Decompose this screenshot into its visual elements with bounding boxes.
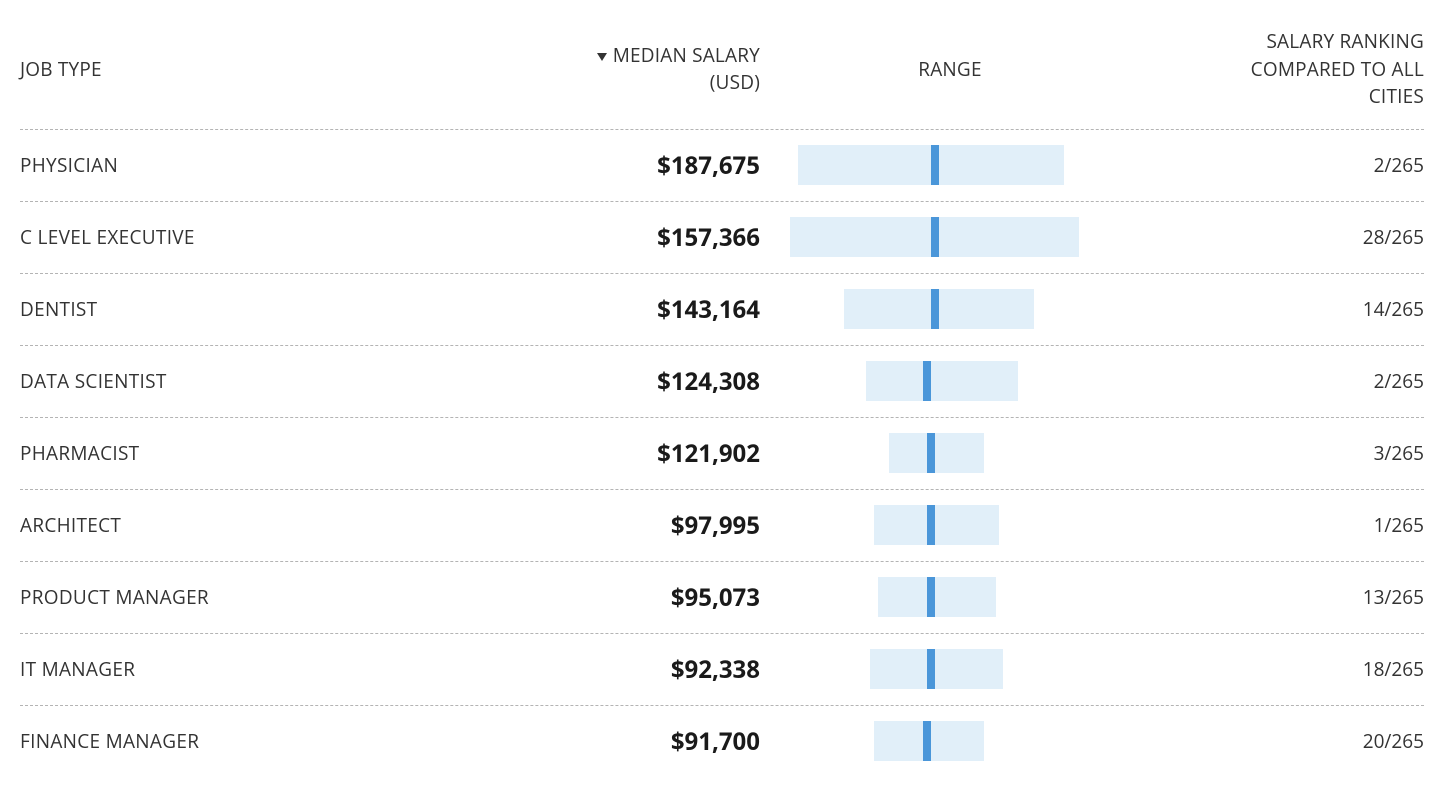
range-bar — [870, 649, 1003, 689]
cell-job-type: PHYSICIAN — [20, 152, 480, 178]
header-ranking[interactable]: SALARY RANKING COMPARED TO ALL CITIES — [1140, 28, 1424, 111]
table-row: C LEVEL EXECUTIVE$157,366 28/265 — [20, 201, 1424, 273]
cell-range-chart — [760, 217, 1140, 257]
cell-median-salary: $124,308 — [480, 365, 760, 398]
cell-job-type: PHARMACIST — [20, 440, 480, 466]
table-row: IT MANAGER$92,338 18/265 — [20, 633, 1424, 705]
cell-ranking: 20/265 — [1140, 728, 1424, 754]
cell-job-type: C LEVEL EXECUTIVE — [20, 224, 480, 250]
cell-job-type: ARCHITECT — [20, 512, 480, 538]
range-median-marker — [931, 217, 939, 257]
cell-median-salary: $187,675 — [480, 149, 760, 182]
cell-ranking: 3/265 — [1140, 440, 1424, 466]
cell-range-chart — [760, 505, 1140, 545]
range-track — [760, 433, 1140, 473]
cell-ranking: 18/265 — [1140, 656, 1424, 682]
header-median-salary[interactable]: MEDIAN SALARY (USD) — [480, 42, 760, 97]
cell-median-salary: $91,700 — [480, 725, 760, 758]
cell-job-type: DENTIST — [20, 296, 480, 322]
range-median-marker — [927, 433, 935, 473]
range-median-marker — [927, 649, 935, 689]
header-ranking-label-2: COMPARED TO ALL — [1251, 56, 1424, 82]
cell-range-chart — [760, 361, 1140, 401]
cell-ranking: 2/265 — [1140, 368, 1424, 394]
cell-job-type: PRODUCT MANAGER — [20, 584, 480, 610]
range-bar — [874, 505, 999, 545]
range-median-marker — [931, 145, 939, 185]
cell-ranking: 14/265 — [1140, 296, 1424, 322]
range-median-marker — [927, 505, 935, 545]
cell-ranking: 28/265 — [1140, 224, 1424, 250]
sort-desc-icon — [597, 53, 607, 61]
table-row: DATA SCIENTIST$124,308 2/265 — [20, 345, 1424, 417]
table-body: PHYSICIAN$187,6752/265C LEVEL EXECUTIVE$… — [20, 129, 1424, 777]
cell-median-salary: $97,995 — [480, 509, 760, 542]
cell-median-salary: $121,902 — [480, 437, 760, 470]
cell-range-chart — [760, 577, 1140, 617]
header-ranking-label-3: CITIES — [1369, 83, 1424, 109]
range-track — [760, 289, 1140, 329]
table-row: FINANCE MANAGER$91,700 20/265 — [20, 705, 1424, 777]
range-track — [760, 361, 1140, 401]
range-median-marker — [923, 721, 931, 761]
table-row: PHARMACIST$121,902 3/265 — [20, 417, 1424, 489]
range-track — [760, 721, 1140, 761]
range-track — [760, 649, 1140, 689]
salary-table: JOB TYPE MEDIAN SALARY (USD) RANGE SALAR… — [0, 0, 1444, 797]
range-bar — [866, 361, 1018, 401]
cell-job-type: DATA SCIENTIST — [20, 368, 480, 394]
header-range-label: RANGE — [918, 56, 981, 82]
cell-range-chart — [760, 721, 1140, 761]
cell-median-salary: $157,366 — [480, 221, 760, 254]
cell-job-type: FINANCE MANAGER — [20, 728, 480, 754]
range-bar — [889, 433, 984, 473]
range-track — [760, 217, 1140, 257]
cell-range-chart — [760, 649, 1140, 689]
header-job-type-label: JOB TYPE — [20, 56, 102, 82]
cell-job-type: IT MANAGER — [20, 656, 480, 682]
header-ranking-label-1: SALARY RANKING — [1266, 28, 1424, 54]
cell-median-salary: $95,073 — [480, 581, 760, 614]
cell-ranking: 1/265 — [1140, 512, 1424, 538]
header-range[interactable]: RANGE — [760, 56, 1140, 82]
header-job-type[interactable]: JOB TYPE — [20, 56, 480, 82]
cell-ranking: 13/265 — [1140, 584, 1424, 610]
cell-range-chart — [760, 433, 1140, 473]
table-row: PRODUCT MANAGER$95,073 13/265 — [20, 561, 1424, 633]
range-median-marker — [931, 289, 939, 329]
table-header-row: JOB TYPE MEDIAN SALARY (USD) RANGE SALAR… — [20, 10, 1424, 129]
header-median-salary-label-1: MEDIAN SALARY — [613, 42, 760, 68]
range-median-marker — [927, 577, 935, 617]
range-median-marker — [923, 361, 931, 401]
cell-range-chart — [760, 289, 1140, 329]
table-row: ARCHITECT$97,995 1/265 — [20, 489, 1424, 561]
cell-ranking: 2/265 — [1140, 152, 1424, 178]
range-track — [760, 505, 1140, 545]
table-row: PHYSICIAN$187,675 2/265 — [20, 129, 1424, 201]
range-bar — [878, 577, 996, 617]
cell-range-chart — [760, 145, 1140, 185]
cell-median-salary: $92,338 — [480, 653, 760, 686]
range-track — [760, 577, 1140, 617]
table-row: DENTIST$143,164 14/265 — [20, 273, 1424, 345]
cell-median-salary: $143,164 — [480, 293, 760, 326]
header-median-salary-label-2: (USD) — [710, 69, 760, 95]
range-track — [760, 145, 1140, 185]
